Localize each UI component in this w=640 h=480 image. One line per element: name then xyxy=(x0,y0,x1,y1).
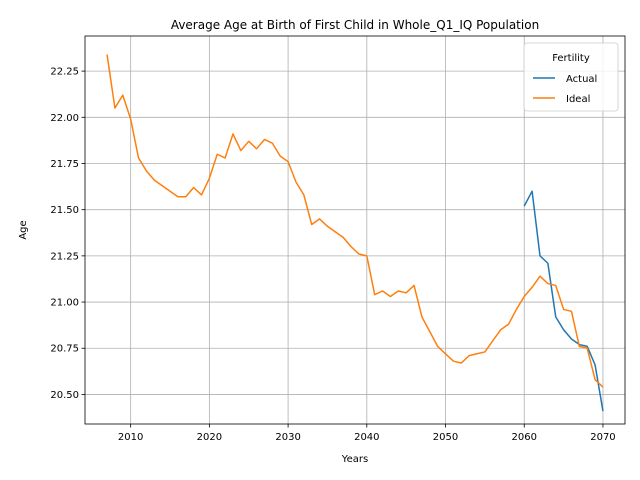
legend-box xyxy=(523,42,619,112)
x-tick-label: 2050 xyxy=(433,432,458,443)
series-line-ideal xyxy=(106,54,604,388)
legend-title: Fertility xyxy=(552,53,590,64)
legend: Fertility Actual Ideal xyxy=(523,42,619,112)
x-tick-label: 2070 xyxy=(590,432,615,443)
y-axis-ticks: 20.50 20.75 21.00 21.25 21.50 21.75 22.00 22.25 xyxy=(50,67,85,401)
x-tick-label: 2020 xyxy=(197,432,222,443)
x-tick-label: 2040 xyxy=(354,432,379,443)
legend-label-ideal: Ideal xyxy=(566,94,590,105)
y-tick-label: 21.50 xyxy=(50,205,79,216)
series-line-actual xyxy=(523,190,604,412)
plot-frame xyxy=(84,35,626,425)
x-axis-label: Years xyxy=(341,454,368,465)
x-tick-label: 2060 xyxy=(512,432,537,443)
x-tick-label: 2010 xyxy=(118,432,143,443)
x-tick-label: 2030 xyxy=(275,432,300,443)
y-tick-label: 21.25 xyxy=(50,251,79,262)
y-tick-label: 20.75 xyxy=(50,344,79,355)
y-tick-label: 22.00 xyxy=(50,113,79,124)
y-axis-label: Age xyxy=(18,220,29,239)
y-tick-label: 20.50 xyxy=(50,390,79,401)
y-tick-label: 22.25 xyxy=(50,67,79,78)
x-axis-ticks: 2010 2020 2030 2040 2050 2060 2070 xyxy=(118,424,616,443)
legend-label-actual: Actual xyxy=(566,74,597,85)
grid-lines xyxy=(85,36,625,424)
y-tick-label: 21.00 xyxy=(50,298,79,309)
y-tick-label: 21.75 xyxy=(50,159,79,170)
chart-title: Average Age at Birth of First Child in W… xyxy=(171,18,539,32)
series-lines xyxy=(106,54,604,412)
